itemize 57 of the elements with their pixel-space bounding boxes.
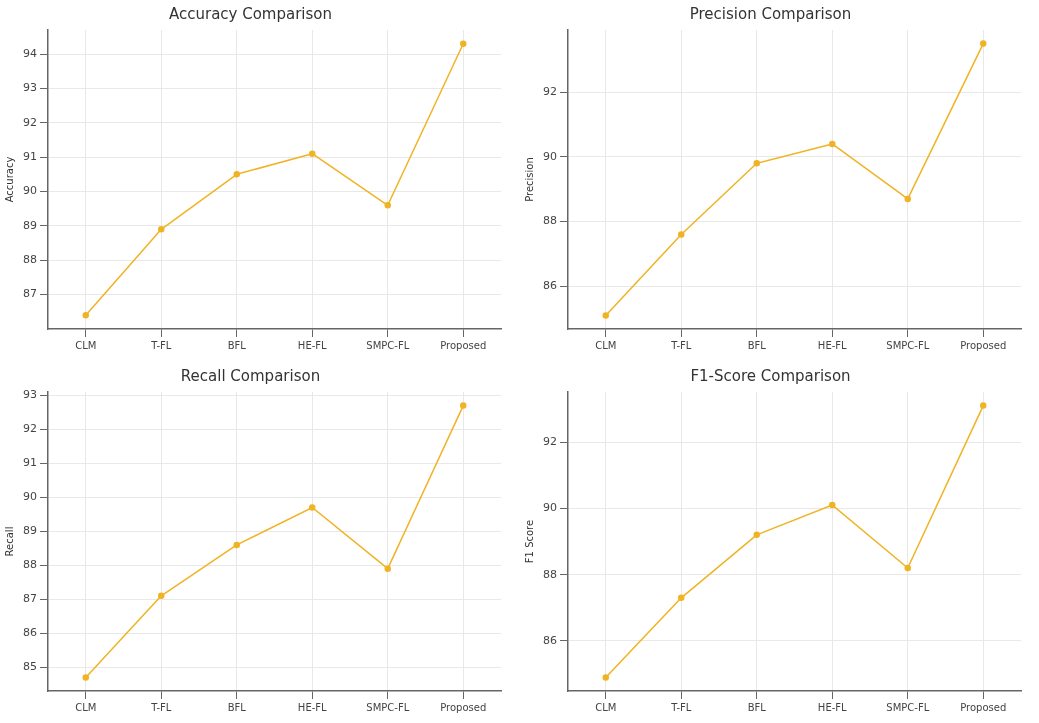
y-tick-label: 90 <box>543 501 557 515</box>
chart-title: F1-Score Comparison <box>690 366 851 385</box>
y-tick-label: 88 <box>543 567 557 581</box>
x-tick-label: BFL <box>747 701 767 713</box>
y-tick-label: 92 <box>23 115 37 129</box>
x-tick-label: HE-FL <box>297 701 328 713</box>
y-tick-label: 89 <box>23 218 37 232</box>
y-tick-label: 86 <box>543 279 557 293</box>
x-tick-label: BFL <box>227 339 247 351</box>
y-tick-label: 91 <box>23 150 37 164</box>
y-tick-label: 93 <box>23 81 37 95</box>
y-tick-label: 93 <box>23 388 37 402</box>
y-tick-label: 87 <box>23 592 37 606</box>
y-tick-label: 90 <box>23 490 37 504</box>
y-tick-label: 88 <box>543 214 557 228</box>
x-tick-label: CLM <box>75 701 97 713</box>
x-tick-label: T-FL <box>150 339 172 351</box>
x-tick-label: Proposed <box>440 701 487 713</box>
x-tick-label: T-FL <box>150 701 172 713</box>
x-tick-label: Proposed <box>440 339 487 351</box>
y-tick-label: 94 <box>23 46 37 60</box>
y-axis-title: Accuracy <box>3 156 15 203</box>
chart-title: Precision Comparison <box>689 4 852 23</box>
y-tick-label: 90 <box>543 149 557 163</box>
x-tick-label: SMPC-FL <box>366 701 410 713</box>
x-tick-label: Proposed <box>960 701 1007 713</box>
x-tick-label: SMPC-FL <box>366 339 410 351</box>
y-axis-title: Recall <box>3 526 15 557</box>
y-tick-label: 92 <box>23 422 37 436</box>
y-tick-label: 88 <box>23 253 37 267</box>
y-tick-label: 86 <box>543 633 557 647</box>
y-tick-label: 91 <box>23 456 37 470</box>
x-tick-label: BFL <box>747 339 767 351</box>
x-tick-label: Proposed <box>960 339 1007 351</box>
chart-title: Accuracy Comparison <box>168 4 333 23</box>
x-tick-label: CLM <box>595 339 617 351</box>
y-axis-title: Precision <box>523 157 535 202</box>
y-tick-label: 88 <box>23 558 37 572</box>
x-tick-label: SMPC-FL <box>886 339 930 351</box>
x-tick-label: HE-FL <box>817 339 848 351</box>
chart-title: Recall Comparison <box>180 366 321 385</box>
y-axis-title: F1 Score <box>523 519 535 564</box>
x-tick-label: T-FL <box>670 701 692 713</box>
y-tick-label: 87 <box>23 287 37 301</box>
y-tick-label: 90 <box>23 184 37 198</box>
x-tick-label: HE-FL <box>817 701 848 713</box>
x-tick-label: HE-FL <box>297 339 328 351</box>
x-tick-label: BFL <box>227 701 247 713</box>
y-tick-label: 92 <box>543 434 557 448</box>
y-tick-label: 85 <box>23 660 37 674</box>
y-tick-label: 89 <box>23 524 37 538</box>
x-tick-label: T-FL <box>670 339 692 351</box>
y-tick-label: 92 <box>543 84 557 98</box>
x-tick-label: SMPC-FL <box>886 701 930 713</box>
x-tick-label: CLM <box>75 339 97 351</box>
y-tick-label: 86 <box>23 626 37 640</box>
x-tick-label: CLM <box>595 701 617 713</box>
